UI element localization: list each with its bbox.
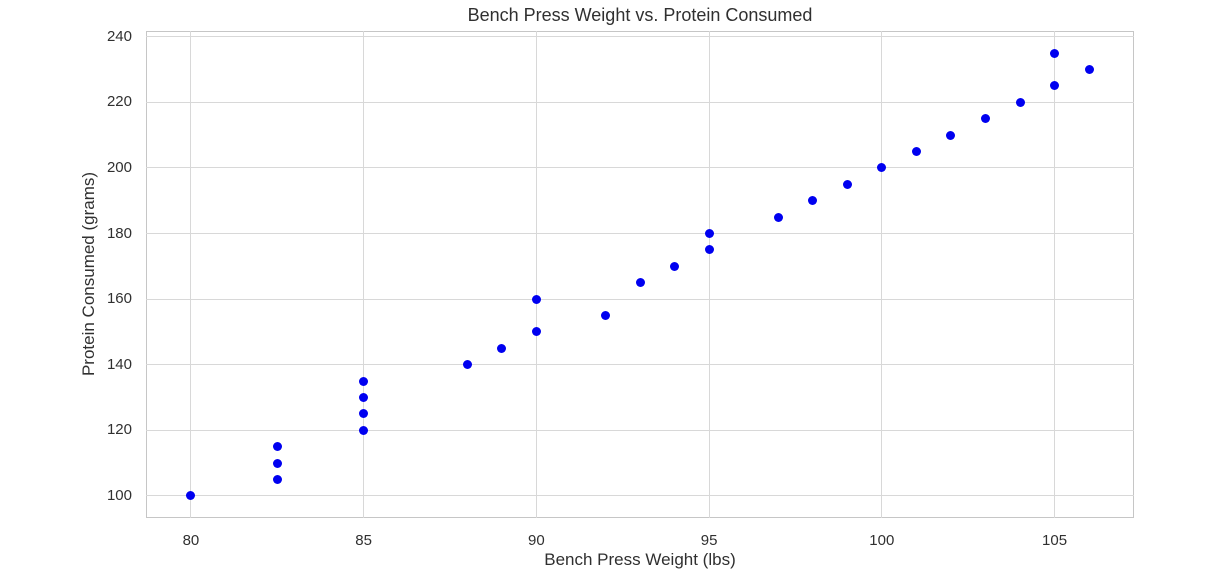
x-gridline: [190, 31, 192, 518]
y-gridline: [146, 167, 1134, 169]
x-tick-label: 100: [869, 532, 895, 549]
x-tick-label: 95: [700, 532, 718, 549]
data-point: [359, 409, 369, 419]
x-gridline: [881, 31, 883, 518]
y-gridline: [146, 36, 1134, 38]
y-tick-label: 240: [106, 27, 132, 45]
y-gridline: [146, 298, 1134, 300]
data-point: [670, 261, 680, 271]
data-point: [773, 212, 783, 222]
x-gridline: [708, 31, 710, 518]
data-point: [272, 458, 282, 468]
data-point: [842, 179, 852, 189]
data-point: [272, 442, 282, 452]
data-point: [946, 130, 956, 140]
x-gridline: [363, 31, 365, 518]
x-axis-label: Bench Press Weight (lbs): [544, 550, 736, 569]
data-point: [272, 474, 282, 484]
y-gridline: [146, 429, 1134, 431]
y-tick-label: 220: [106, 93, 132, 111]
x-gridline: [535, 31, 537, 518]
y-tick-label: 120: [106, 421, 132, 439]
data-point: [877, 163, 887, 173]
data-point: [808, 196, 818, 206]
y-gridline: [146, 495, 1134, 497]
data-point: [911, 147, 921, 157]
data-point: [186, 491, 196, 501]
y-gridline: [146, 364, 1134, 366]
data-point: [600, 310, 610, 320]
y-tick-label: 100: [106, 486, 132, 504]
y-tick-label: 180: [106, 224, 132, 242]
data-point: [359, 425, 369, 435]
plot-area: [146, 31, 1134, 518]
x-tick-label: 80: [182, 532, 200, 549]
y-axis-label-text: Protein Consumed (grams): [79, 171, 98, 377]
data-point: [1015, 97, 1025, 107]
x-tick-label: 90: [528, 532, 545, 549]
data-point: [497, 343, 507, 353]
chart-title: Bench Press Weight vs. Protein Consumed: [467, 5, 813, 25]
data-point: [1084, 65, 1094, 75]
x-tick-label: 105: [1042, 532, 1068, 549]
data-point: [1050, 81, 1060, 91]
data-point: [1050, 48, 1060, 58]
y-gridline: [146, 101, 1134, 103]
y-tick-label: 160: [106, 290, 132, 308]
data-point: [359, 376, 369, 386]
data-point: [462, 360, 472, 370]
data-point: [531, 327, 541, 337]
data-point: [359, 392, 369, 402]
x-gridline: [1054, 31, 1056, 518]
y-tick-label: 200: [106, 158, 132, 176]
data-point: [704, 245, 714, 255]
x-tick-label: 85: [355, 532, 372, 549]
data-point: [531, 294, 541, 304]
data-point: [980, 114, 990, 124]
data-point: [704, 229, 714, 238]
y-gridline: [146, 233, 1134, 234]
data-point: [635, 278, 645, 288]
y-tick-label: 140: [106, 355, 132, 373]
